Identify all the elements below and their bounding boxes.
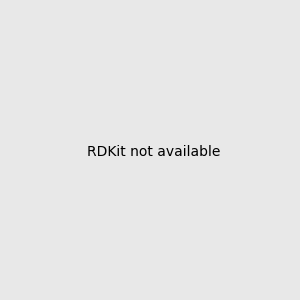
Text: RDKit not available: RDKit not available <box>87 145 220 158</box>
